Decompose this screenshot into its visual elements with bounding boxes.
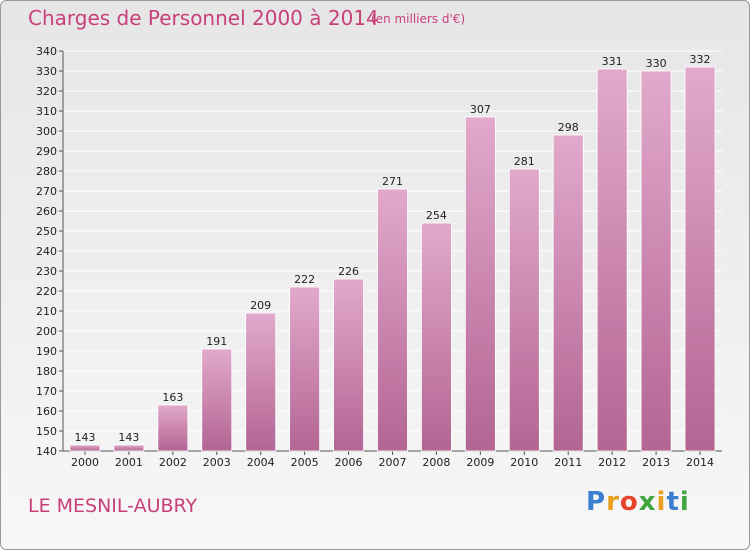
x-tick-label: 2000	[71, 456, 99, 469]
data-label: 332	[690, 53, 711, 66]
data-label: 226	[338, 265, 359, 278]
x-tick-label: 2006	[335, 456, 363, 469]
data-label: 254	[426, 209, 447, 222]
bar-2006	[333, 278, 364, 452]
y-tick-label: 290	[36, 145, 57, 158]
chart-title: Charges de Personnel 2000 à 2014	[28, 6, 379, 30]
y-tick-label: 240	[36, 245, 57, 258]
labels: 140 150 160 170 180 190 200 210 220 230 240 250 260 2…	[36, 45, 714, 469]
data-label: 331	[602, 55, 623, 68]
x-tick-label: 2014	[686, 456, 714, 469]
data-label: 330	[646, 57, 667, 70]
y-tick-label: 210	[36, 305, 57, 318]
bar-2007	[377, 188, 408, 452]
y-tick-label: 300	[36, 125, 57, 138]
data-label: 143	[74, 431, 95, 444]
city-name: LE MESNIL-AUBRY	[28, 495, 198, 517]
data-label: 281	[514, 155, 535, 168]
y-tick-label: 330	[36, 65, 57, 78]
x-tick-label: 2005	[291, 456, 319, 469]
y-tick-label: 200	[36, 325, 57, 338]
bar-2014	[684, 66, 716, 452]
y-tick-label: 190	[36, 345, 57, 358]
x-tick-label: 2013	[642, 456, 670, 469]
data-label: 143	[118, 431, 139, 444]
data-label: 222	[294, 273, 315, 286]
x-tick-label: 2003	[203, 456, 231, 469]
bar-2009	[464, 116, 496, 452]
x-tick-label: 2011	[554, 456, 582, 469]
y-tick-label: 180	[36, 365, 57, 378]
data-label: 163	[162, 391, 183, 404]
bar-2000	[69, 444, 101, 452]
y-tick-label: 320	[36, 85, 57, 98]
x-tick-label: 2010	[510, 456, 538, 469]
bar-2002	[157, 404, 189, 452]
y-tick-label: 280	[36, 165, 57, 178]
x-tick-label: 2004	[247, 456, 275, 469]
y-tick-label: 310	[36, 105, 57, 118]
x-tick-label: 2008	[422, 456, 450, 469]
y-tick-label: 230	[36, 265, 57, 278]
y-tick-label: 250	[36, 225, 57, 238]
x-tick-label: 2002	[159, 456, 187, 469]
bar-2012	[596, 68, 628, 452]
y-tick-label: 270	[36, 185, 57, 198]
bar-2013	[640, 70, 672, 452]
bar-2001	[113, 444, 145, 452]
x-tick-label: 2009	[466, 456, 494, 469]
data-label: 209	[250, 299, 271, 312]
x-tick-label: 2012	[598, 456, 626, 469]
y-tick-label: 160	[36, 405, 57, 418]
y-tick-label: 170	[36, 385, 57, 398]
y-tick-label: 260	[36, 205, 57, 218]
bars	[69, 66, 716, 452]
bar-2003	[201, 348, 233, 452]
data-label: 307	[470, 103, 491, 116]
x-tick-label: 2001	[115, 456, 143, 469]
proxiti-logo: Proxiti	[586, 487, 690, 517]
bar-2005	[289, 286, 321, 452]
y-tick-label: 150	[36, 425, 57, 438]
bar-2011	[552, 134, 584, 452]
data-label: 191	[206, 335, 227, 348]
x-tick-label: 2007	[379, 456, 407, 469]
bar-2008	[421, 222, 452, 452]
y-tick-label: 140	[36, 445, 57, 458]
y-tick-label: 220	[36, 285, 57, 298]
chart-subtitle: (en milliers d'€)	[371, 12, 466, 26]
y-tick-label: 340	[36, 45, 57, 58]
data-label: 271	[382, 175, 403, 188]
data-label: 298	[558, 121, 579, 134]
bar-2004	[245, 312, 277, 452]
bar-2010	[508, 168, 540, 452]
